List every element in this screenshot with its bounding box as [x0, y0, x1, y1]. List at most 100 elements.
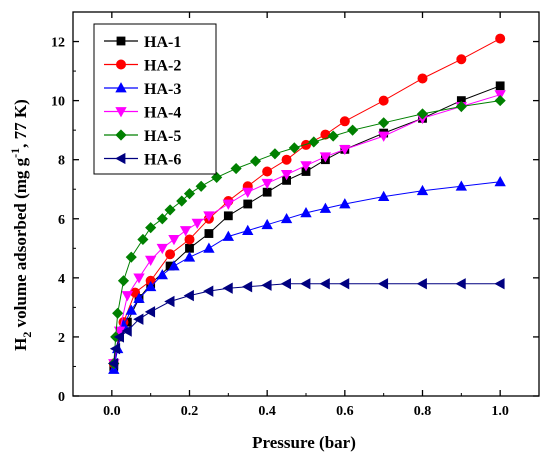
- data-point: [455, 278, 466, 290]
- data-point: [455, 100, 467, 113]
- y-tick-label: 2: [58, 331, 65, 346]
- data-point: [184, 234, 195, 245]
- data-point: [121, 291, 134, 302]
- legend-entry: HA-3: [104, 81, 181, 98]
- legend-entry: HA-2: [104, 58, 181, 75]
- data-point: [249, 155, 262, 167]
- data-point: [319, 152, 332, 163]
- data-point: [203, 285, 214, 297]
- data-point: [416, 278, 427, 290]
- x-axis-title: Pressure (bar): [252, 433, 356, 452]
- x-tick-label: 0.2: [181, 404, 199, 419]
- data-point: [377, 131, 390, 142]
- data-point: [112, 307, 124, 319]
- data-point: [339, 278, 350, 290]
- legend-label: HA-4: [144, 105, 181, 122]
- series-layer: [107, 33, 506, 374]
- data-point: [300, 278, 311, 290]
- data-point: [327, 130, 339, 142]
- x-tick-label: 1.0: [491, 404, 509, 419]
- data-point: [156, 269, 168, 280]
- series-ha-6: [107, 278, 505, 370]
- data-point: [185, 243, 194, 253]
- legend-label: HA-2: [144, 58, 181, 75]
- data-point: [203, 242, 215, 253]
- series-ha-2: [108, 33, 506, 369]
- data-point: [288, 142, 300, 154]
- data-point: [165, 249, 176, 260]
- data-point: [416, 108, 429, 120]
- legend-marker: [115, 129, 127, 141]
- y-tick-label: 6: [58, 213, 65, 228]
- data-point: [144, 255, 157, 266]
- legend: HA-1 HA-2 HA-3 HA-4 HA-5 HA-6: [93, 23, 217, 175]
- legend-box: [93, 23, 217, 175]
- data-point: [300, 139, 311, 150]
- data-point: [203, 211, 215, 222]
- data-point: [280, 278, 291, 290]
- data-point: [223, 211, 233, 221]
- y-tick-label: 8: [58, 154, 65, 169]
- data-point: [261, 218, 273, 230]
- data-point: [377, 278, 389, 290]
- data-point: [241, 281, 253, 293]
- x-tick-label: 0.0: [103, 404, 121, 419]
- data-point: [211, 171, 223, 183]
- legend-entry: HA-4: [104, 105, 181, 122]
- data-point: [339, 116, 350, 127]
- data-point: [280, 212, 293, 224]
- data-point: [113, 326, 126, 337]
- legend-marker: [115, 82, 127, 93]
- x-tick-label: 0.6: [336, 404, 354, 419]
- data-point: [195, 180, 207, 192]
- data-point: [416, 184, 429, 196]
- data-point: [494, 278, 505, 290]
- data-point: [339, 144, 351, 156]
- data-point: [377, 190, 390, 202]
- data-point: [230, 162, 242, 175]
- data-point: [319, 278, 330, 290]
- x-tick-label: 0.8: [414, 404, 432, 419]
- legend-label: HA-5: [144, 128, 181, 145]
- data-point: [262, 187, 272, 197]
- data-point: [183, 188, 196, 200]
- series-line: [113, 283, 501, 364]
- data-point: [378, 117, 390, 129]
- data-point: [269, 148, 281, 160]
- data-point: [222, 230, 235, 241]
- data-point: [137, 233, 149, 246]
- data-point: [222, 199, 235, 210]
- y-tick-label: 4: [58, 272, 65, 287]
- y-tick-label: 0: [58, 390, 65, 405]
- data-point: [494, 176, 506, 187]
- legend-entry: HA-5: [104, 128, 181, 145]
- legend-label: HA-3: [144, 81, 181, 98]
- data-point: [222, 282, 233, 294]
- data-point: [145, 222, 157, 234]
- legend-label: HA-1: [144, 34, 181, 51]
- data-point: [156, 213, 168, 225]
- data-point: [308, 136, 320, 148]
- data-point: [168, 235, 180, 246]
- data-point: [164, 204, 176, 216]
- data-point: [117, 275, 130, 287]
- data-point: [113, 331, 124, 343]
- y-axis-title: H2 volume adsorbed (mg g-1, 77 K): [8, 99, 34, 351]
- data-point: [133, 313, 144, 325]
- data-point: [176, 195, 188, 207]
- data-point: [204, 229, 214, 238]
- data-point: [183, 251, 196, 262]
- data-point: [262, 166, 273, 177]
- data-point: [164, 295, 175, 308]
- data-point: [495, 81, 505, 91]
- data-point: [109, 343, 121, 355]
- data-point: [339, 198, 351, 209]
- y-tick-label: 10: [51, 95, 65, 110]
- data-point: [133, 273, 145, 284]
- data-point: [494, 95, 506, 107]
- data-point: [455, 180, 468, 191]
- legend-marker: [116, 59, 127, 70]
- legend-entry: HA-6: [104, 152, 181, 169]
- axis-ticks: 0.0 0.2 0.4 0.6 0.8 1.0 0 2 4 6 8 10 12: [51, 12, 540, 419]
